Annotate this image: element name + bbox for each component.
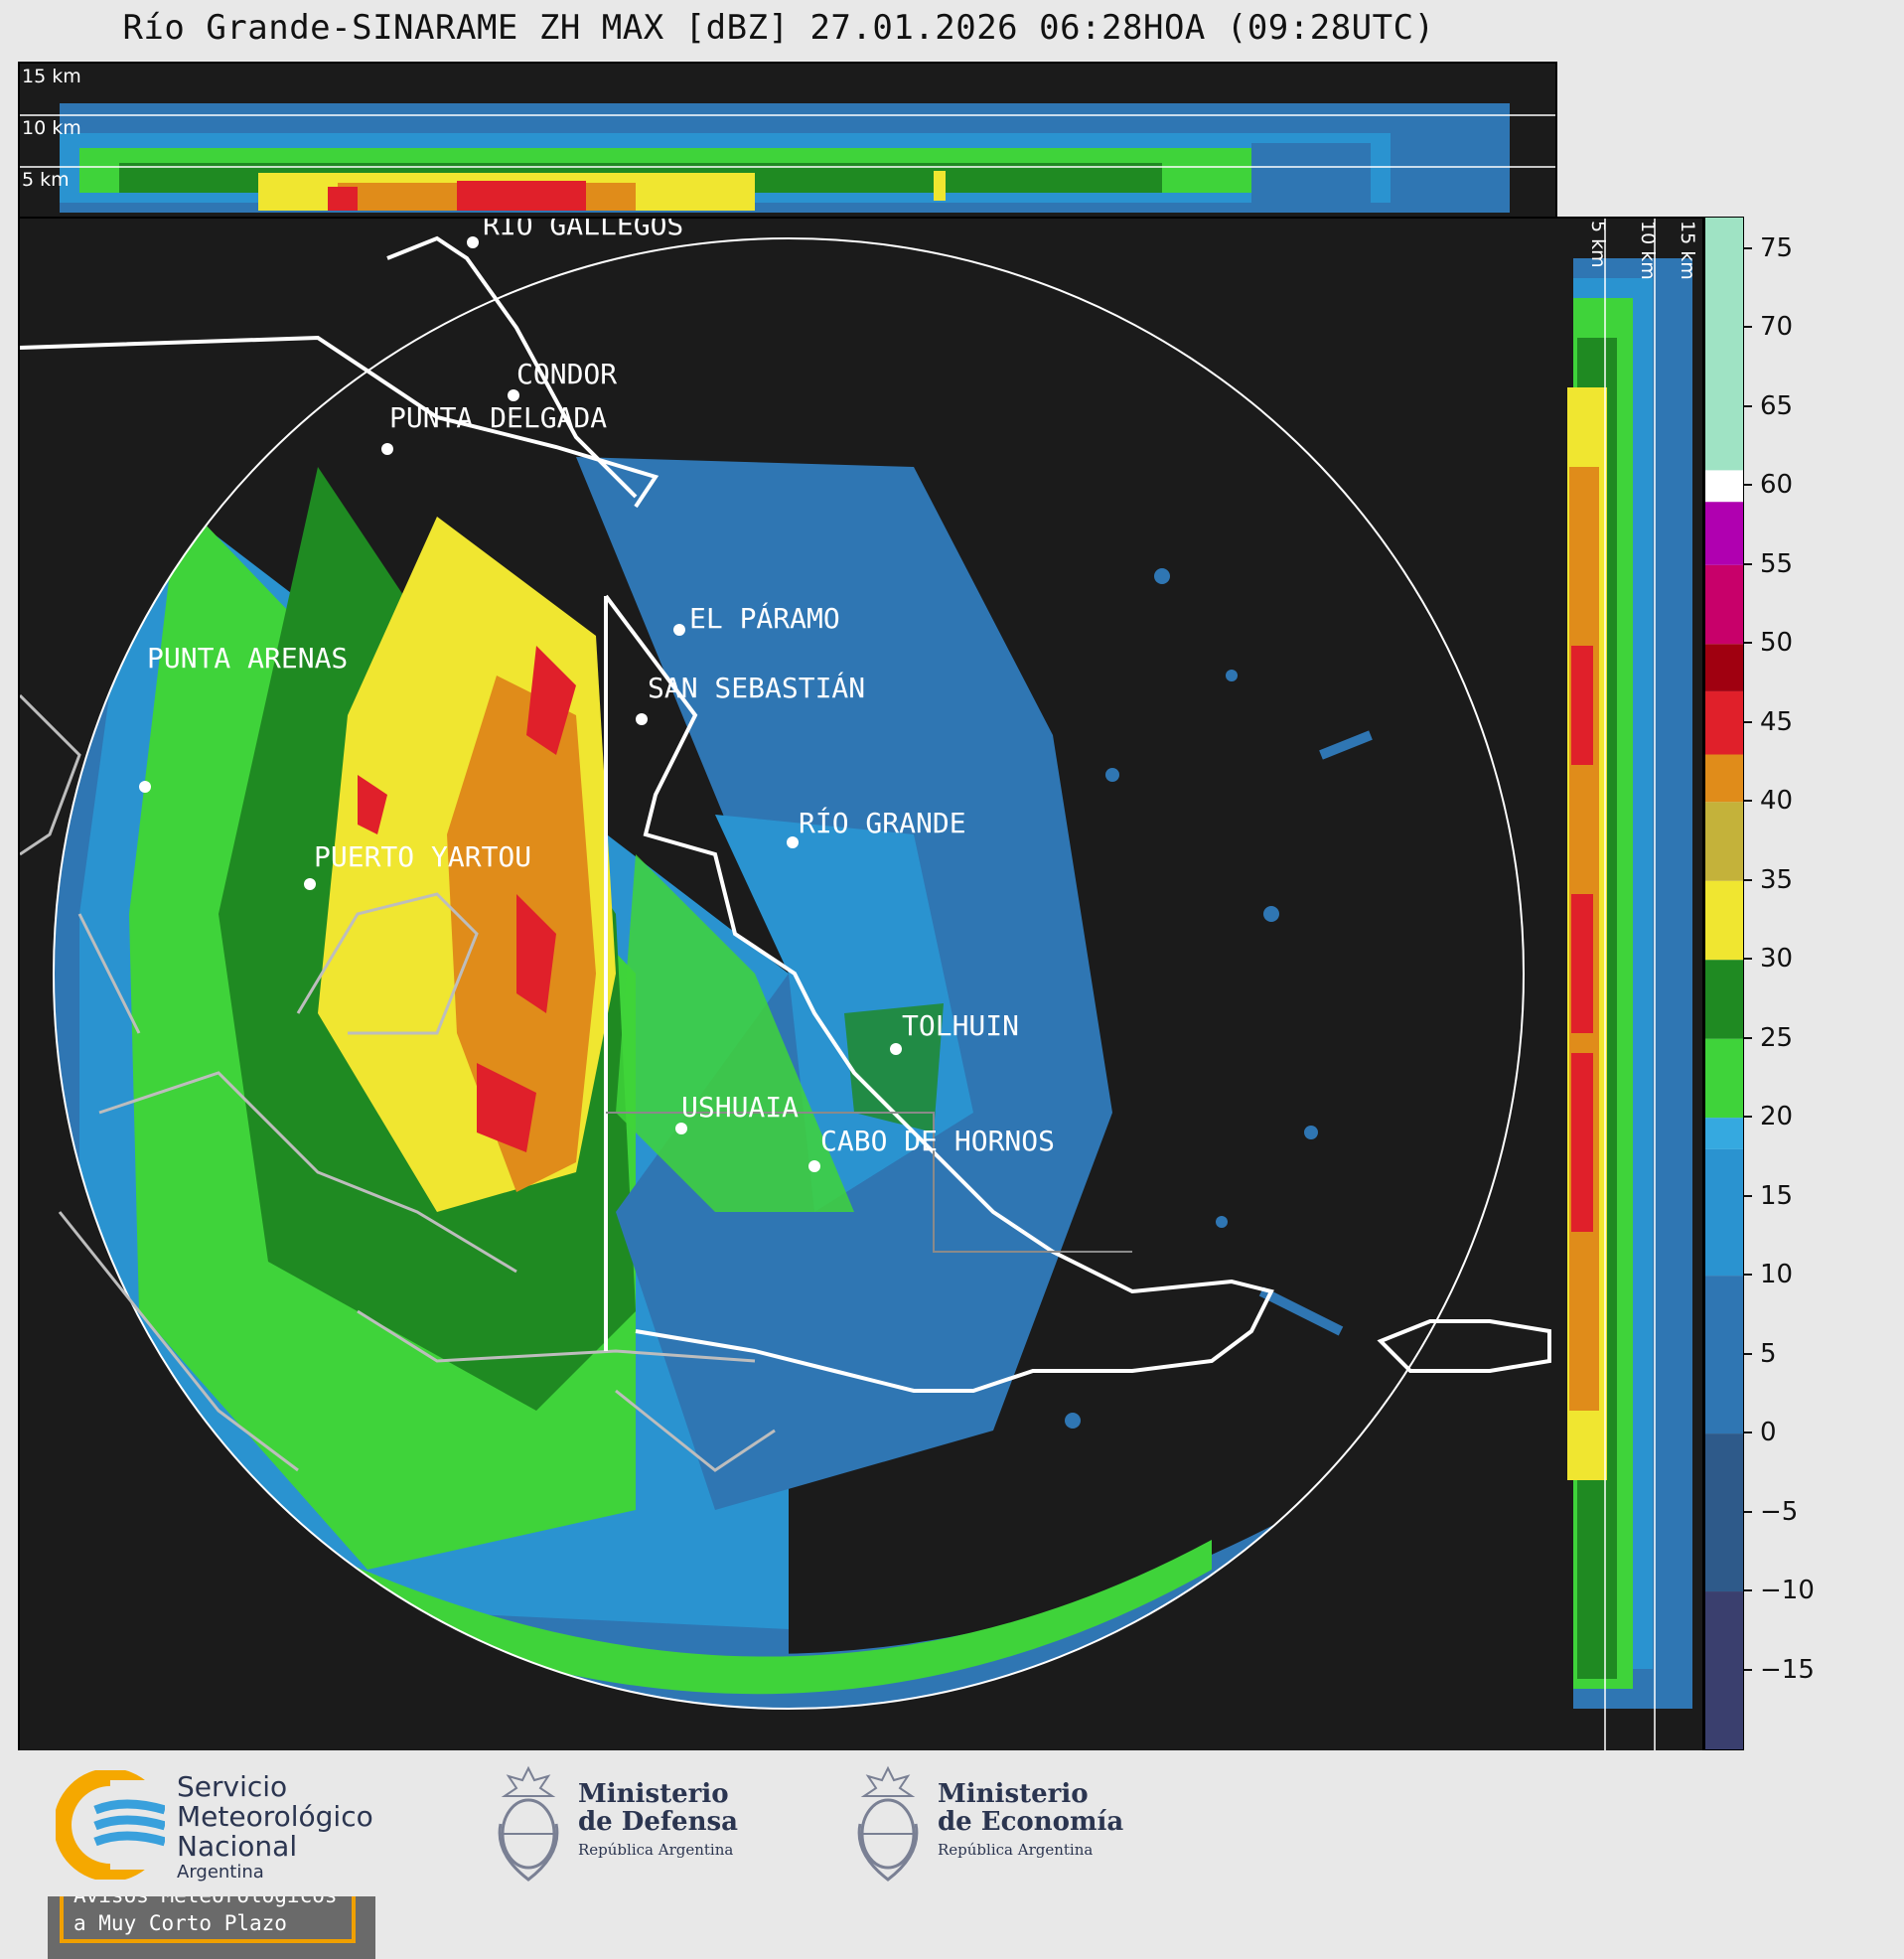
footer: Servicio Meteorológico Nacional Argentin… <box>0 1750 1904 1896</box>
marker-el-paramo <box>673 624 685 636</box>
colorbar-segment <box>1705 1433 1743 1592</box>
city-label-punta-arenas: PUNTA ARENAS <box>147 642 348 675</box>
colorbar-tick-label: −10 <box>1744 1576 1815 1605</box>
notice-line-2: a Muy Corto Plazo <box>73 1911 287 1935</box>
city-label-punta-delgada: PUNTA DELGADA <box>389 401 607 434</box>
city-label-rio-grande: RÍO GRANDE <box>799 806 966 839</box>
top-alt-10km-label: 10 km <box>22 117 81 139</box>
colorbar-tick-label: 65 <box>1744 391 1793 421</box>
colorbar-segment <box>1705 502 1743 565</box>
top-alt-5km-label: 5 km <box>22 169 70 191</box>
marker-punta-delgada <box>381 443 393 455</box>
city-label-el-paramo: EL PÁRAMO <box>689 601 840 635</box>
colorbar-tick-label: 30 <box>1744 944 1793 974</box>
city-label-tolhuin: TOLHUIN <box>902 1009 1019 1042</box>
colorbar-segment <box>1705 644 1743 691</box>
colorbar-tick-label: 15 <box>1744 1181 1793 1211</box>
smn-line-4: Argentina <box>177 1862 264 1883</box>
colorbar-tick-label: 25 <box>1744 1023 1793 1053</box>
defensa-line-3: República Argentina <box>578 1841 734 1859</box>
dbz-colorbar <box>1704 217 1744 1750</box>
marker-ushuaia <box>675 1123 687 1134</box>
radar-map-graphic: RÍO GALLEGOS CONDOR PUNTA DELGADA PUNTA … <box>18 208 1551 1710</box>
colorbar-tick-label: 45 <box>1744 707 1793 737</box>
colorbar-segment <box>1705 880 1743 961</box>
economia-line-1: Ministerio <box>938 1779 1089 1809</box>
colorbar-segment <box>1705 960 1743 1039</box>
colorbar-tick-label: 20 <box>1744 1102 1793 1131</box>
smn-logo-icon <box>56 1770 165 1880</box>
economia-line-2: de Economía <box>938 1807 1124 1837</box>
marker-condor <box>508 389 519 401</box>
colorbar-segment <box>1705 470 1743 503</box>
colorbar-segment <box>1705 1148 1743 1277</box>
smn-line-3: Nacional <box>177 1830 298 1863</box>
smn-line-1: Servicio <box>177 1770 288 1803</box>
colorbar-segment <box>1705 802 1743 881</box>
colorbar-tick-label: 70 <box>1744 312 1793 342</box>
colorbar-segment <box>1705 1591 1743 1749</box>
city-label-rio-gallegos: RÍO GALLEGOS <box>483 219 683 241</box>
defensa-name: Ministerio de Defensa República Argentin… <box>578 1780 738 1864</box>
argentina-coat-of-arms-icon <box>857 1765 919 1882</box>
colorbar-tick-label: 60 <box>1744 470 1793 500</box>
range-ring <box>53 237 1525 1710</box>
colorbar-segment <box>1705 1118 1743 1149</box>
top-cross-section: 15 km 10 km 5 km <box>18 62 1557 221</box>
side-cross-section-graphic <box>1567 219 1692 1750</box>
colorbar-tick-label: 75 <box>1744 233 1793 263</box>
city-label-condor: CONDOR <box>516 358 617 390</box>
side-cross-section: 5 km 10 km 15 km <box>1553 217 1704 1752</box>
colorbar-segment <box>1705 564 1743 645</box>
colorbar-segment <box>1705 754 1743 803</box>
economia-name: Ministerio de Economía República Argenti… <box>938 1780 1123 1864</box>
colorbar-tick-label: 55 <box>1744 549 1793 579</box>
radar-map-panel: RÍO GALLEGOS CONDOR PUNTA DELGADA PUNTA … <box>18 208 1557 1959</box>
marker-punta-arenas <box>139 781 151 793</box>
city-label-cabo-de-hornos: CABO DE HORNOS <box>820 1125 1055 1157</box>
side-alt-10km-label: 10 km <box>1637 221 1659 280</box>
colorbar-segment <box>1705 1276 1743 1434</box>
marker-puerto-yartou <box>304 878 316 890</box>
colorbar-tick-label: −15 <box>1744 1655 1815 1685</box>
side-alt-15km-label: 15 km <box>1677 221 1698 280</box>
colorbar-segment <box>1705 1038 1743 1119</box>
radar-echo-layer <box>54 238 1524 1709</box>
economia-line-3: República Argentina <box>938 1841 1094 1859</box>
defensa-line-1: Ministerio <box>578 1779 729 1809</box>
colorbar-tick-label: 35 <box>1744 865 1793 895</box>
marker-cabo-de-hornos <box>808 1160 820 1172</box>
marker-tolhuin <box>890 1043 902 1055</box>
marker-rio-grande <box>787 836 799 848</box>
marker-rio-gallegos <box>467 236 479 248</box>
city-label-puerto-yartou: PUERTO YARTOU <box>314 840 531 873</box>
top-cross-section-graphic <box>20 103 1555 213</box>
argentina-coat-of-arms-icon <box>498 1765 559 1882</box>
defensa-line-2: de Defensa <box>578 1807 738 1837</box>
smn-line-2: Meteorológico <box>177 1800 373 1833</box>
colorbar-tick-label: 50 <box>1744 628 1793 658</box>
colorbar-graphic <box>1705 218 1743 1749</box>
smn-name: Servicio Meteorológico Nacional Argentin… <box>177 1772 373 1884</box>
colorbar-tick-label: 10 <box>1744 1260 1793 1289</box>
city-label-ushuaia: USHUAIA <box>681 1091 799 1124</box>
colorbar-segment <box>1705 690 1743 755</box>
map-title: Río Grande-SINARAME ZH MAX [dBZ] 27.01.2… <box>122 8 1435 48</box>
colorbar-tick-label: −5 <box>1744 1497 1798 1527</box>
colorbar-tick-label: 40 <box>1744 786 1793 816</box>
marker-san-sebastian <box>636 713 648 725</box>
colorbar-tick-label: 0 <box>1744 1418 1777 1447</box>
side-alt-5km-label: 5 km <box>1587 221 1609 268</box>
colorbar-segment <box>1705 218 1743 471</box>
colorbar-tick-label: 5 <box>1744 1339 1777 1369</box>
top-alt-15km-label: 15 km <box>22 66 81 87</box>
city-label-san-sebastian: SAN SEBASTIÁN <box>648 671 865 704</box>
